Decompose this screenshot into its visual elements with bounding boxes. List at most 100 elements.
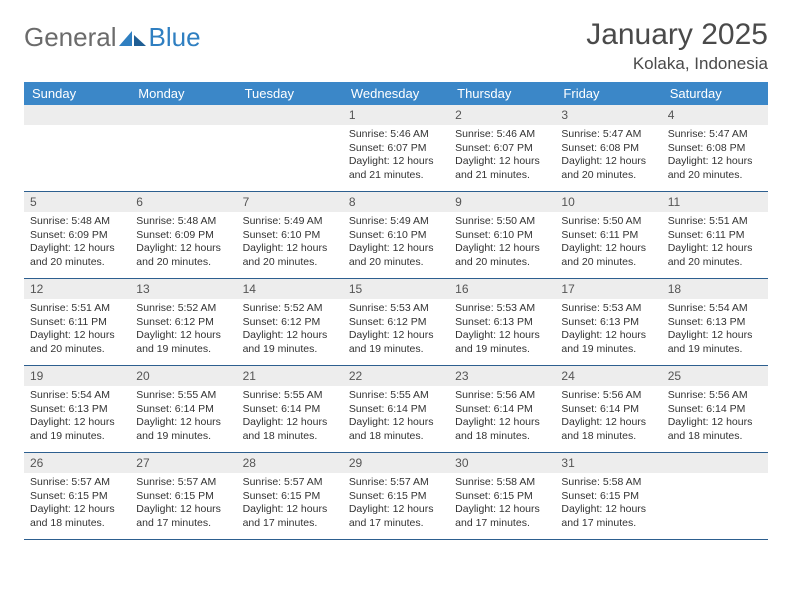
calendar-grid: SundayMondayTuesdayWednesdayThursdayFrid… (24, 82, 768, 540)
daylight-line: Daylight: 12 hours and 20 minutes. (349, 242, 443, 269)
weekday-label: Tuesday (237, 82, 343, 105)
day-details: Sunrise: 5:58 AMSunset: 6:15 PMDaylight:… (555, 473, 661, 537)
daylight-line: Daylight: 12 hours and 19 minutes. (30, 416, 124, 443)
sunrise-line: Sunrise: 5:55 AM (136, 389, 230, 403)
sunset-line: Sunset: 6:14 PM (349, 403, 443, 417)
daylight-line: Daylight: 12 hours and 21 minutes. (455, 155, 549, 182)
sunset-line: Sunset: 6:14 PM (455, 403, 549, 417)
sunrise-line: Sunrise: 5:47 AM (561, 128, 655, 142)
day-number: 25 (662, 366, 768, 386)
day-cell: 22Sunrise: 5:55 AMSunset: 6:14 PMDayligh… (343, 366, 449, 452)
sunset-line: Sunset: 6:14 PM (561, 403, 655, 417)
day-details: Sunrise: 5:55 AMSunset: 6:14 PMDaylight:… (237, 386, 343, 450)
day-details: Sunrise: 5:46 AMSunset: 6:07 PMDaylight:… (343, 125, 449, 189)
day-cell: 30Sunrise: 5:58 AMSunset: 6:15 PMDayligh… (449, 453, 555, 539)
day-cell: 4Sunrise: 5:47 AMSunset: 6:08 PMDaylight… (662, 105, 768, 191)
day-number: 30 (449, 453, 555, 473)
week-row: 12Sunrise: 5:51 AMSunset: 6:11 PMDayligh… (24, 279, 768, 366)
day-cell: 1Sunrise: 5:46 AMSunset: 6:07 PMDaylight… (343, 105, 449, 191)
day-cell: 13Sunrise: 5:52 AMSunset: 6:12 PMDayligh… (130, 279, 236, 365)
daylight-line: Daylight: 12 hours and 17 minutes. (243, 503, 337, 530)
day-cell: 6Sunrise: 5:48 AMSunset: 6:09 PMDaylight… (130, 192, 236, 278)
daylight-line: Daylight: 12 hours and 18 minutes. (243, 416, 337, 443)
day-cell: 18Sunrise: 5:54 AMSunset: 6:13 PMDayligh… (662, 279, 768, 365)
sunset-line: Sunset: 6:12 PM (349, 316, 443, 330)
sunset-line: Sunset: 6:12 PM (243, 316, 337, 330)
sunset-line: Sunset: 6:11 PM (668, 229, 762, 243)
empty-day-header (130, 105, 236, 125)
day-details: Sunrise: 5:54 AMSunset: 6:13 PMDaylight:… (24, 386, 130, 450)
daylight-line: Daylight: 12 hours and 17 minutes. (136, 503, 230, 530)
day-cell (662, 453, 768, 539)
day-details: Sunrise: 5:52 AMSunset: 6:12 PMDaylight:… (130, 299, 236, 363)
sunset-line: Sunset: 6:13 PM (30, 403, 124, 417)
daylight-line: Daylight: 12 hours and 19 minutes. (561, 329, 655, 356)
day-details: Sunrise: 5:57 AMSunset: 6:15 PMDaylight:… (237, 473, 343, 537)
sunrise-line: Sunrise: 5:55 AM (349, 389, 443, 403)
day-number: 13 (130, 279, 236, 299)
sunrise-line: Sunrise: 5:58 AM (561, 476, 655, 490)
daylight-line: Daylight: 12 hours and 18 minutes. (561, 416, 655, 443)
sunrise-line: Sunrise: 5:54 AM (30, 389, 124, 403)
day-details: Sunrise: 5:57 AMSunset: 6:15 PMDaylight:… (130, 473, 236, 537)
daylight-line: Daylight: 12 hours and 20 minutes. (136, 242, 230, 269)
day-cell: 27Sunrise: 5:57 AMSunset: 6:15 PMDayligh… (130, 453, 236, 539)
day-number: 31 (555, 453, 661, 473)
sunset-line: Sunset: 6:15 PM (243, 490, 337, 504)
day-details: Sunrise: 5:53 AMSunset: 6:12 PMDaylight:… (343, 299, 449, 363)
day-number: 9 (449, 192, 555, 212)
day-details: Sunrise: 5:57 AMSunset: 6:15 PMDaylight:… (343, 473, 449, 537)
day-cell: 2Sunrise: 5:46 AMSunset: 6:07 PMDaylight… (449, 105, 555, 191)
day-cell (237, 105, 343, 191)
daylight-line: Daylight: 12 hours and 20 minutes. (668, 155, 762, 182)
sunset-line: Sunset: 6:09 PM (136, 229, 230, 243)
day-number: 16 (449, 279, 555, 299)
sunrise-line: Sunrise: 5:57 AM (243, 476, 337, 490)
day-details: Sunrise: 5:48 AMSunset: 6:09 PMDaylight:… (24, 212, 130, 276)
header: General Blue January 2025 Kolaka, Indone… (24, 18, 768, 74)
day-number: 18 (662, 279, 768, 299)
day-cell: 5Sunrise: 5:48 AMSunset: 6:09 PMDaylight… (24, 192, 130, 278)
day-cell: 20Sunrise: 5:55 AMSunset: 6:14 PMDayligh… (130, 366, 236, 452)
day-number: 10 (555, 192, 661, 212)
sunset-line: Sunset: 6:13 PM (561, 316, 655, 330)
day-details: Sunrise: 5:53 AMSunset: 6:13 PMDaylight:… (449, 299, 555, 363)
day-details: Sunrise: 5:46 AMSunset: 6:07 PMDaylight:… (449, 125, 555, 189)
weekday-label: Thursday (449, 82, 555, 105)
day-details: Sunrise: 5:50 AMSunset: 6:11 PMDaylight:… (555, 212, 661, 276)
day-cell: 16Sunrise: 5:53 AMSunset: 6:13 PMDayligh… (449, 279, 555, 365)
day-details: Sunrise: 5:51 AMSunset: 6:11 PMDaylight:… (24, 299, 130, 363)
sunset-line: Sunset: 6:15 PM (455, 490, 549, 504)
week-row: 26Sunrise: 5:57 AMSunset: 6:15 PMDayligh… (24, 453, 768, 540)
sunset-line: Sunset: 6:09 PM (30, 229, 124, 243)
day-cell: 24Sunrise: 5:56 AMSunset: 6:14 PMDayligh… (555, 366, 661, 452)
sunset-line: Sunset: 6:15 PM (561, 490, 655, 504)
week-row: 5Sunrise: 5:48 AMSunset: 6:09 PMDaylight… (24, 192, 768, 279)
daylight-line: Daylight: 12 hours and 19 minutes. (455, 329, 549, 356)
sunset-line: Sunset: 6:14 PM (243, 403, 337, 417)
day-cell: 21Sunrise: 5:55 AMSunset: 6:14 PMDayligh… (237, 366, 343, 452)
logo-sail-icon (119, 29, 147, 47)
sunset-line: Sunset: 6:11 PM (30, 316, 124, 330)
day-cell: 23Sunrise: 5:56 AMSunset: 6:14 PMDayligh… (449, 366, 555, 452)
sunset-line: Sunset: 6:13 PM (668, 316, 762, 330)
weekday-label: Wednesday (343, 82, 449, 105)
day-cell: 26Sunrise: 5:57 AMSunset: 6:15 PMDayligh… (24, 453, 130, 539)
day-cell: 25Sunrise: 5:56 AMSunset: 6:14 PMDayligh… (662, 366, 768, 452)
day-cell: 15Sunrise: 5:53 AMSunset: 6:12 PMDayligh… (343, 279, 449, 365)
day-cell: 14Sunrise: 5:52 AMSunset: 6:12 PMDayligh… (237, 279, 343, 365)
sunrise-line: Sunrise: 5:52 AM (136, 302, 230, 316)
day-cell: 10Sunrise: 5:50 AMSunset: 6:11 PMDayligh… (555, 192, 661, 278)
sunrise-line: Sunrise: 5:51 AM (30, 302, 124, 316)
sunset-line: Sunset: 6:08 PM (668, 142, 762, 156)
day-details: Sunrise: 5:53 AMSunset: 6:13 PMDaylight:… (555, 299, 661, 363)
day-details: Sunrise: 5:50 AMSunset: 6:10 PMDaylight:… (449, 212, 555, 276)
sunset-line: Sunset: 6:14 PM (136, 403, 230, 417)
daylight-line: Daylight: 12 hours and 18 minutes. (668, 416, 762, 443)
day-details: Sunrise: 5:49 AMSunset: 6:10 PMDaylight:… (237, 212, 343, 276)
daylight-line: Daylight: 12 hours and 18 minutes. (455, 416, 549, 443)
sunset-line: Sunset: 6:08 PM (561, 142, 655, 156)
day-cell: 8Sunrise: 5:49 AMSunset: 6:10 PMDaylight… (343, 192, 449, 278)
weeks-container: 1Sunrise: 5:46 AMSunset: 6:07 PMDaylight… (24, 105, 768, 540)
day-cell: 7Sunrise: 5:49 AMSunset: 6:10 PMDaylight… (237, 192, 343, 278)
